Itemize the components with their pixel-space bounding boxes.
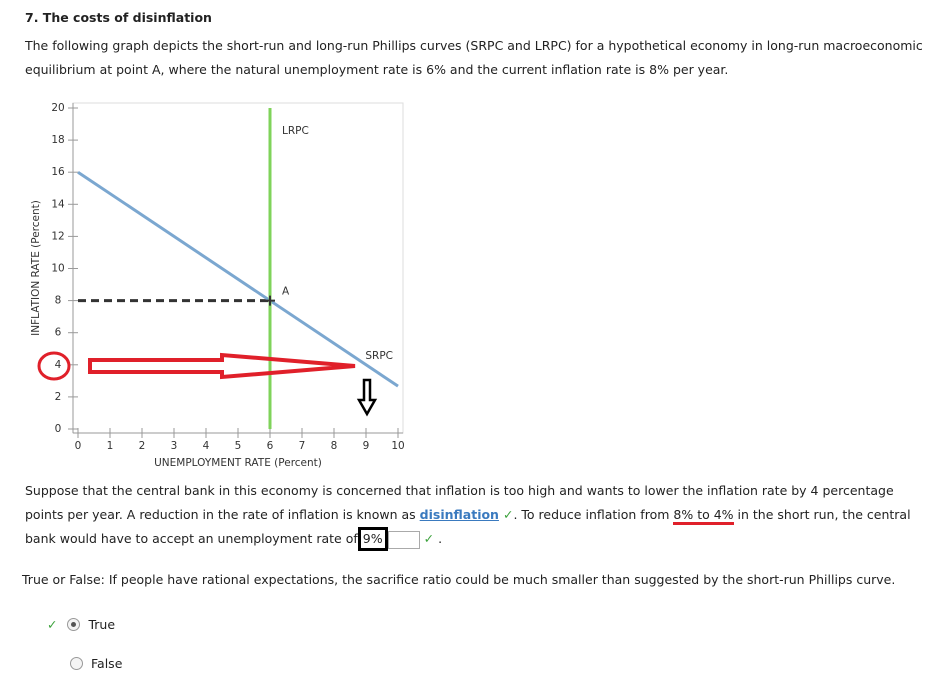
y-tick-label: 0 — [55, 423, 62, 435]
x-axis-label: UNEMPLOYMENT RATE (Percent) — [154, 457, 322, 469]
down-arrow — [356, 378, 378, 417]
y-tick-label: 18 — [51, 134, 64, 146]
x-tick-label: 1 — [107, 440, 114, 452]
chart: INFLATION RATE (Percent) UNEMPLOYMENT RA… — [30, 102, 405, 469]
x-tick-label: 0 — [75, 440, 82, 452]
y-tick-label: 20 — [51, 102, 64, 114]
x-tick-label: 3 — [171, 440, 178, 452]
x-tick-label: 7 — [299, 440, 306, 452]
x-tick-label: 2 — [139, 440, 146, 452]
x-tick-label: 8 — [331, 440, 338, 452]
intro: The following graph depicts the short-ru… — [25, 38, 923, 77]
question-1: Suppose that the central bank in this ec… — [25, 479, 925, 551]
check: ✓ — [502, 507, 514, 522]
q1-text: . To reduce inflation from — [513, 507, 670, 522]
option-label: False — [91, 656, 123, 671]
x-tick-label: 5 — [235, 440, 242, 452]
red-arrow — [88, 352, 356, 380]
q1-text: . — [438, 531, 443, 546]
y-tick-label: 14 — [51, 198, 65, 210]
q1-text: Suppose that the central bank in this ec… — [25, 483, 894, 522]
series-label: SRPC — [365, 350, 393, 362]
y-tick-label: 12 — [51, 230, 64, 242]
heading: 7. The costs of disinflation — [25, 10, 212, 25]
y-tick-label: 2 — [55, 391, 62, 403]
point-label: A — [282, 286, 290, 298]
option-label: True — [88, 617, 116, 632]
x-tick-label: 6 — [267, 440, 274, 452]
y-tick-label: 16 — [51, 166, 65, 178]
x-tick-label: 10 — [391, 440, 404, 452]
q1-text: in the short run, the central bank would… — [25, 507, 911, 546]
red-circle — [37, 351, 71, 381]
option[interactable]: False — [60, 656, 122, 671]
question-2: True or False: If people have rational e… — [22, 572, 896, 587]
answer-input[interactable]: 9% — [357, 527, 388, 551]
point-marker — [265, 295, 275, 306]
answer-dropdown[interactable]: disinflation — [419, 507, 499, 522]
radio[interactable] — [70, 657, 83, 670]
option[interactable]: ✓ True — [47, 617, 115, 632]
y-tick-label: 6 — [55, 327, 62, 339]
series-line — [77, 170, 399, 388]
y-tick-label: 4 — [55, 359, 62, 371]
check: ✓ — [47, 617, 58, 632]
x-tick-label: 9 — [363, 440, 370, 452]
check: ✓ — [423, 531, 435, 546]
y-tick-label: 10 — [51, 263, 64, 275]
series-label: LRPC — [282, 125, 309, 137]
y-tick-label: 8 — [55, 295, 62, 307]
plot-frame — [72, 102, 404, 434]
radio[interactable] — [67, 618, 81, 631]
y-axis-label: INFLATION RATE (Percent) — [30, 200, 42, 336]
x-tick-label: 4 — [203, 440, 210, 452]
highlight: 8% to 4% — [673, 507, 734, 525]
input-box[interactable] — [387, 530, 420, 549]
